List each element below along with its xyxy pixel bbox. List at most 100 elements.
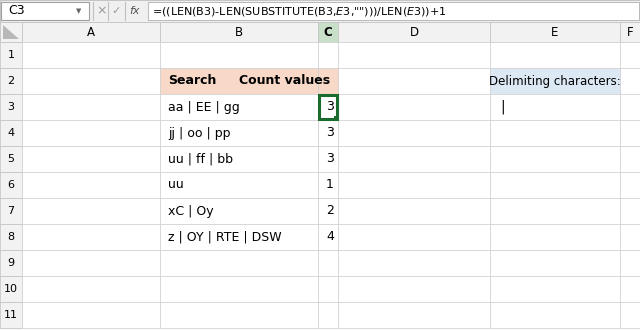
Bar bbox=[490, 302, 620, 328]
Bar bbox=[490, 146, 620, 172]
Text: 6: 6 bbox=[8, 180, 15, 190]
Text: 4: 4 bbox=[326, 230, 334, 244]
Text: B: B bbox=[235, 25, 243, 39]
Bar bbox=[490, 94, 620, 120]
Bar bbox=[490, 22, 620, 42]
Bar bbox=[318, 224, 338, 250]
Bar bbox=[22, 120, 160, 146]
Bar bbox=[338, 146, 490, 172]
Text: 8: 8 bbox=[8, 232, 15, 242]
Bar bbox=[318, 120, 338, 146]
Bar bbox=[490, 172, 620, 198]
Text: A: A bbox=[87, 25, 95, 39]
Bar bbox=[620, 172, 640, 198]
Bar bbox=[22, 172, 160, 198]
Bar bbox=[160, 94, 318, 120]
Bar bbox=[620, 276, 640, 302]
Text: E: E bbox=[551, 25, 559, 39]
Bar bbox=[620, 42, 640, 68]
Bar bbox=[318, 22, 338, 42]
Bar bbox=[160, 172, 318, 198]
Bar bbox=[318, 94, 338, 120]
Text: C3: C3 bbox=[8, 5, 24, 17]
Text: C: C bbox=[324, 25, 332, 39]
Bar bbox=[490, 276, 620, 302]
Text: fx: fx bbox=[129, 6, 140, 16]
Text: 11: 11 bbox=[4, 310, 18, 320]
Bar bbox=[318, 250, 338, 276]
Bar bbox=[318, 146, 338, 172]
Text: 4: 4 bbox=[8, 128, 15, 138]
Bar bbox=[0, 198, 22, 224]
Bar bbox=[318, 224, 338, 250]
Bar bbox=[22, 94, 160, 120]
Bar bbox=[620, 302, 640, 328]
Text: 9: 9 bbox=[8, 258, 15, 268]
Bar bbox=[22, 198, 160, 224]
Bar bbox=[160, 172, 318, 198]
Bar bbox=[318, 68, 338, 94]
Bar bbox=[0, 22, 640, 42]
Text: Delimiting characters:: Delimiting characters: bbox=[489, 75, 621, 87]
Bar bbox=[22, 276, 160, 302]
Text: 1: 1 bbox=[326, 179, 334, 191]
Text: z | OY | RTE | DSW: z | OY | RTE | DSW bbox=[168, 230, 282, 244]
Bar bbox=[334, 116, 339, 121]
Bar bbox=[22, 68, 160, 94]
Bar bbox=[0, 0, 640, 22]
Bar bbox=[148, 2, 639, 20]
Bar bbox=[160, 94, 318, 120]
Bar bbox=[338, 302, 490, 328]
Bar bbox=[318, 172, 338, 198]
Bar bbox=[490, 250, 620, 276]
Bar bbox=[318, 198, 338, 224]
Bar bbox=[0, 120, 22, 146]
Text: aa | EE | gg: aa | EE | gg bbox=[168, 101, 240, 114]
Text: F: F bbox=[627, 25, 634, 39]
Bar bbox=[318, 146, 338, 172]
Bar bbox=[22, 250, 160, 276]
Bar bbox=[160, 42, 318, 68]
Bar bbox=[620, 198, 640, 224]
Bar bbox=[338, 120, 490, 146]
Bar bbox=[318, 172, 338, 198]
Bar bbox=[160, 146, 318, 172]
Text: 3: 3 bbox=[326, 126, 334, 140]
Text: =((LEN(B3)-LEN(SUBSTITUTE(B3,$E$3,"")))/LEN($E$3))+1: =((LEN(B3)-LEN(SUBSTITUTE(B3,$E$3,"")))/… bbox=[152, 5, 447, 17]
Bar bbox=[318, 94, 338, 120]
Text: Search: Search bbox=[168, 75, 216, 87]
Bar bbox=[620, 146, 640, 172]
Text: 3: 3 bbox=[8, 102, 15, 112]
Bar bbox=[22, 224, 160, 250]
Text: jj | oo | pp: jj | oo | pp bbox=[168, 126, 230, 140]
Bar bbox=[620, 94, 640, 120]
Bar bbox=[318, 302, 338, 328]
Bar bbox=[160, 250, 318, 276]
Bar bbox=[338, 22, 490, 42]
Bar bbox=[0, 172, 22, 198]
Bar bbox=[160, 120, 318, 146]
Bar bbox=[0, 250, 22, 276]
Text: uu: uu bbox=[168, 179, 184, 191]
Text: xC | Oy: xC | Oy bbox=[168, 205, 214, 217]
Text: 1: 1 bbox=[8, 50, 15, 60]
Bar bbox=[318, 42, 338, 68]
Text: 2: 2 bbox=[8, 76, 15, 86]
Bar bbox=[490, 68, 620, 94]
Bar bbox=[490, 68, 620, 94]
Text: 3: 3 bbox=[326, 152, 334, 166]
Bar bbox=[160, 198, 318, 224]
Bar bbox=[0, 68, 22, 94]
Bar bbox=[338, 276, 490, 302]
Bar bbox=[490, 120, 620, 146]
Text: uu | ff | bb: uu | ff | bb bbox=[168, 152, 233, 166]
Bar bbox=[0, 302, 22, 328]
Text: |: | bbox=[500, 100, 504, 114]
Text: D: D bbox=[410, 25, 419, 39]
Bar bbox=[318, 120, 338, 146]
Bar bbox=[620, 68, 640, 94]
Bar bbox=[160, 198, 318, 224]
Bar bbox=[318, 68, 338, 94]
Bar bbox=[338, 172, 490, 198]
Bar bbox=[0, 146, 22, 172]
